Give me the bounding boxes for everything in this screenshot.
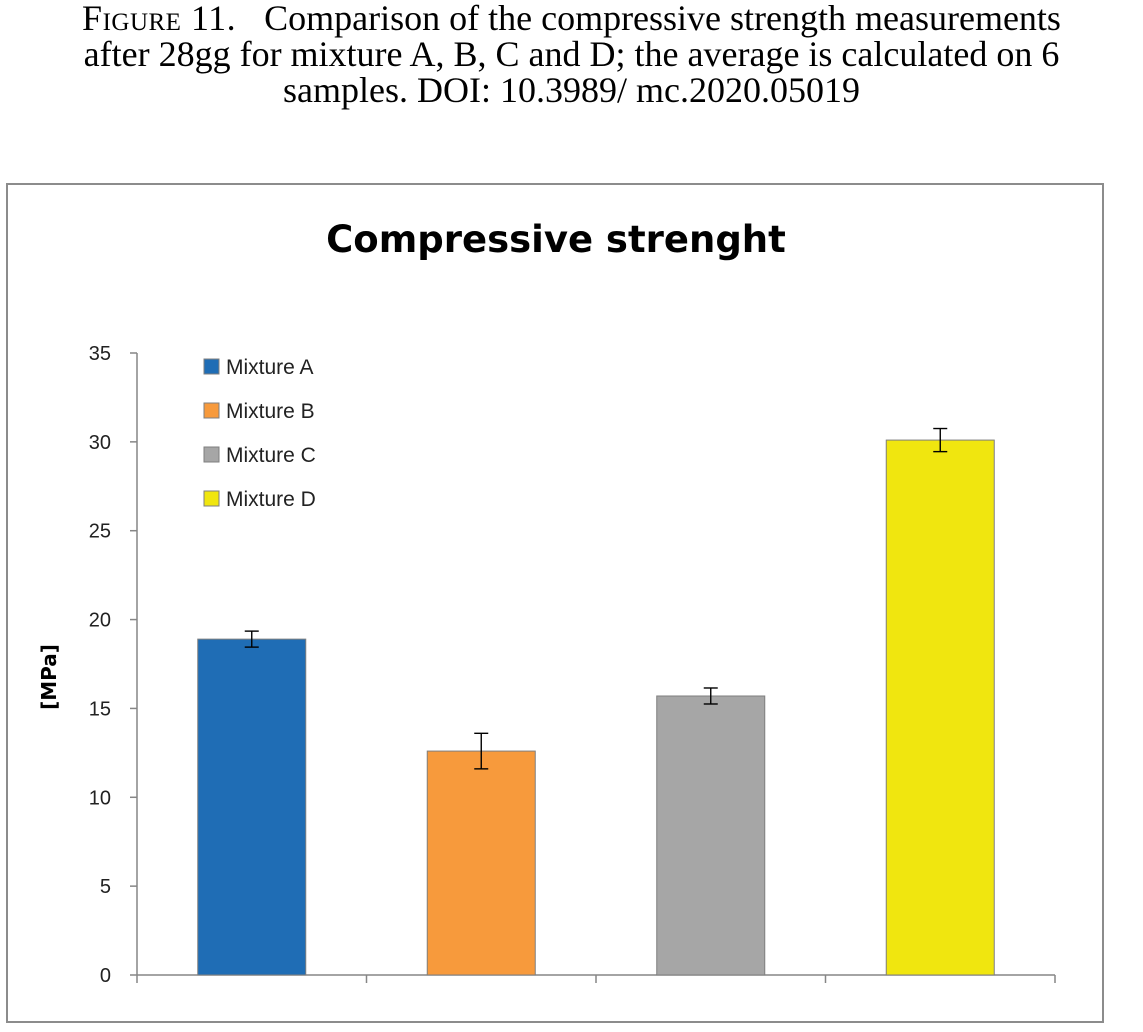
legend: Mixture A Mixture B Mixture C Mixture D — [203, 356, 316, 511]
y-tick-label: 25 — [89, 521, 111, 543]
y-tick-label: 30 — [89, 432, 111, 454]
y-axis-label: [MPa] — [37, 644, 61, 710]
figure-caption: Figure 11. Comparison of the compressive … — [60, 0, 1083, 108]
y-tick-label: 0 — [100, 965, 111, 987]
figure-label: Figure 11. — [82, 0, 237, 38]
legend-swatch-mixture-b — [203, 402, 220, 419]
legend-label-mixture-b: Mixture B — [226, 400, 315, 423]
bar-mixture-c — [656, 695, 766, 976]
bar-mixture-b — [426, 750, 536, 976]
y-tick-label: 20 — [89, 610, 111, 632]
bars — [197, 427, 995, 976]
legend-label-mixture-c: Mixture C — [226, 444, 316, 467]
legend-swatch-mixture-c — [203, 446, 220, 463]
y-tick-label: 15 — [89, 698, 111, 720]
chart-title: Compressive strenght — [326, 218, 786, 261]
legend-swatch-mixture-a — [203, 358, 220, 375]
figure-caption-text: Comparison of the compressive strength m… — [83, 0, 1061, 110]
y-tick-label: 5 — [100, 876, 111, 898]
bar-mixture-a — [197, 638, 307, 976]
y-tick-label: 35 — [89, 343, 111, 365]
bar-mixture-d — [885, 439, 995, 976]
legend-swatch-mixture-d — [203, 490, 220, 507]
y-tick-label: 10 — [89, 787, 111, 809]
legend-label-mixture-d: Mixture D — [226, 488, 316, 511]
legend-label-mixture-a: Mixture A — [226, 356, 314, 379]
